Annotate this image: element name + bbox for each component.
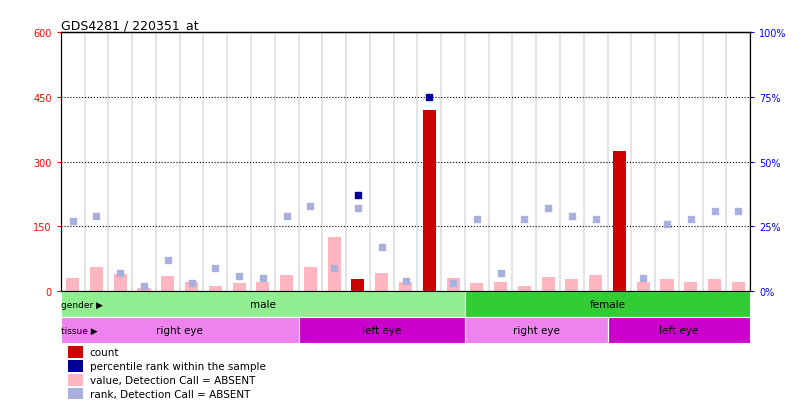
Bar: [351, 280, 364, 292]
Point: [375, 244, 388, 251]
Bar: [375, 273, 388, 292]
Bar: [90, 268, 103, 292]
Bar: [494, 282, 507, 292]
Text: count: count: [90, 347, 119, 357]
Bar: [328, 237, 341, 292]
Point: [351, 206, 364, 212]
Bar: [732, 282, 744, 292]
Point: [114, 270, 127, 277]
Point: [209, 265, 222, 271]
Bar: [61, 317, 298, 343]
Text: left eye: left eye: [362, 325, 401, 335]
Point: [470, 216, 483, 223]
Point: [732, 208, 744, 215]
Text: tissue ▶: tissue ▶: [61, 326, 97, 335]
Point: [67, 218, 79, 225]
Bar: [351, 280, 364, 292]
Bar: [298, 317, 465, 343]
Bar: [399, 282, 412, 292]
Point: [447, 280, 460, 287]
Point: [399, 278, 412, 285]
Bar: [67, 374, 83, 386]
Bar: [423, 111, 436, 292]
Bar: [542, 278, 555, 292]
Bar: [660, 280, 673, 292]
Bar: [607, 317, 750, 343]
Point: [589, 216, 602, 223]
Bar: [67, 278, 79, 292]
Bar: [517, 286, 531, 292]
Bar: [185, 282, 198, 292]
Text: right eye: right eye: [157, 325, 203, 335]
Point: [233, 273, 246, 279]
Text: rank, Detection Call = ABSENT: rank, Detection Call = ABSENT: [90, 389, 250, 399]
Point: [542, 206, 555, 212]
Text: value, Detection Call = ABSENT: value, Detection Call = ABSENT: [90, 375, 255, 385]
Text: gender ▶: gender ▶: [61, 300, 103, 309]
Bar: [280, 275, 294, 292]
Bar: [470, 284, 483, 292]
Point: [660, 221, 673, 228]
Text: female: female: [590, 299, 625, 309]
Point: [138, 283, 151, 290]
Point: [494, 270, 507, 277]
Bar: [233, 284, 246, 292]
Text: GDS4281 / 220351_at: GDS4281 / 220351_at: [61, 19, 199, 32]
Point: [161, 257, 174, 264]
Bar: [708, 280, 721, 292]
Bar: [589, 275, 603, 292]
Bar: [447, 278, 460, 292]
Point: [708, 208, 721, 215]
Point: [637, 275, 650, 282]
Point: [256, 275, 269, 282]
Bar: [465, 317, 607, 343]
Point: [518, 216, 531, 223]
Point: [90, 213, 103, 220]
Bar: [67, 388, 83, 399]
Bar: [256, 282, 269, 292]
Point: [423, 94, 436, 101]
Bar: [565, 280, 578, 292]
Bar: [684, 282, 697, 292]
Bar: [61, 292, 465, 317]
Text: left eye: left eye: [659, 325, 698, 335]
Point: [684, 216, 697, 223]
Point: [328, 265, 341, 271]
Point: [304, 203, 317, 209]
Point: [280, 213, 293, 220]
Bar: [465, 292, 750, 317]
Point: [565, 213, 578, 220]
Bar: [67, 361, 83, 372]
Bar: [161, 276, 174, 292]
Bar: [67, 347, 83, 358]
Text: right eye: right eye: [513, 325, 560, 335]
Bar: [138, 288, 151, 292]
Point: [351, 192, 364, 199]
Text: percentile rank within the sample: percentile rank within the sample: [90, 361, 266, 371]
Bar: [304, 268, 317, 292]
Bar: [613, 152, 626, 292]
Bar: [114, 274, 127, 292]
Point: [185, 280, 198, 287]
Text: male: male: [250, 299, 276, 309]
Bar: [637, 282, 650, 292]
Bar: [208, 286, 222, 292]
